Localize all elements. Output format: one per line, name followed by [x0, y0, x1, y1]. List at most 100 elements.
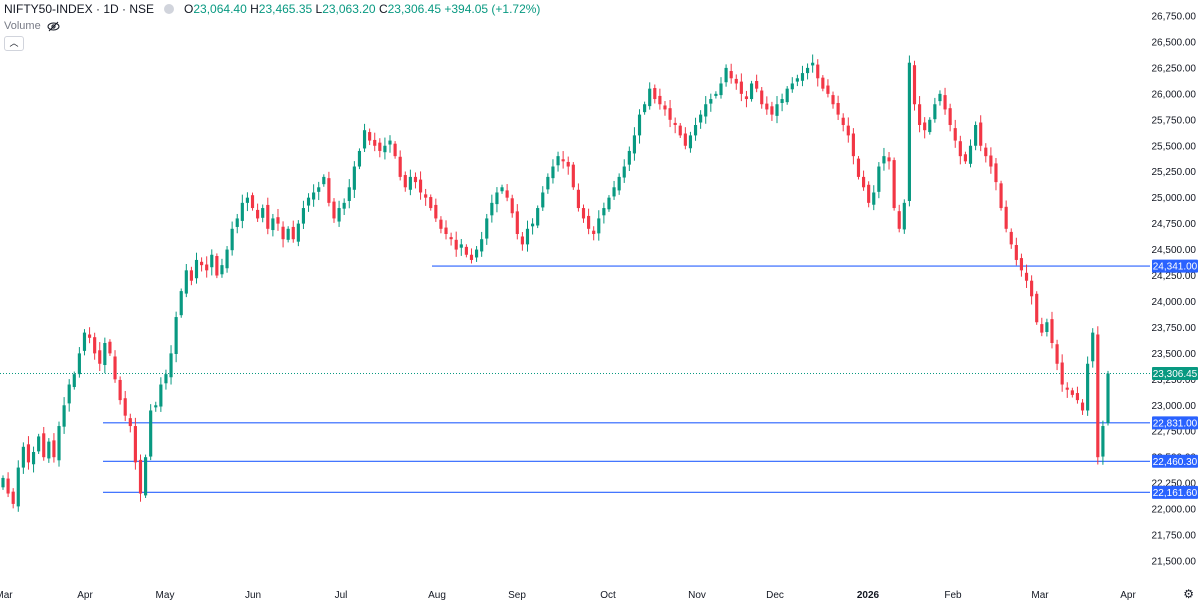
x-tick-label: Apr	[77, 590, 93, 601]
y-tick-label: 26,250.00	[1152, 63, 1197, 74]
candle-body	[541, 192, 545, 208]
y-tick-label: 26,000.00	[1152, 89, 1197, 100]
candle-body	[261, 208, 265, 218]
x-tick-label: Jun	[245, 590, 261, 601]
candle-body	[979, 122, 983, 146]
candle-body	[663, 105, 667, 110]
candle-body	[21, 446, 25, 468]
candle-body	[821, 77, 825, 89]
candle-body	[266, 204, 270, 229]
chart-header: NIFTY50-INDEX · 1D · NSE O23,064.40 H23,…	[4, 2, 540, 16]
candle-body	[301, 208, 306, 224]
candle-body	[536, 208, 540, 226]
candle-body	[205, 264, 209, 271]
candle-body	[622, 166, 626, 178]
candle-body	[459, 244, 463, 248]
candle-body	[856, 158, 861, 177]
candle-body	[164, 374, 168, 384]
level-price-label: 22,161.60	[1153, 488, 1198, 499]
low-label: L	[315, 2, 323, 16]
y-tick-label: 25,500.00	[1152, 141, 1197, 152]
candle-body	[1050, 319, 1054, 343]
low-value: 23,063.20	[322, 2, 376, 16]
candle-body	[785, 88, 789, 103]
candle-body	[67, 384, 71, 404]
symbol-title[interactable]: NIFTY50-INDEX · 1D · NSE	[4, 2, 155, 16]
candle-body	[184, 270, 188, 294]
x-tick-label: Dec	[766, 590, 784, 601]
y-tick-label: 23,750.00	[1152, 323, 1197, 334]
candle-body	[984, 147, 988, 157]
candle-body	[133, 426, 137, 463]
eye-off-icon[interactable]	[47, 21, 60, 32]
candle-body	[714, 93, 718, 96]
candle-body	[378, 142, 382, 151]
candle-body	[1080, 402, 1085, 411]
candle-body	[1075, 393, 1080, 401]
candle-body	[1030, 280, 1034, 297]
candle-body	[154, 405, 158, 408]
candle-body	[811, 62, 815, 66]
level-price-label: 24,341.00	[1153, 262, 1198, 273]
candle-body	[617, 176, 621, 191]
level-price-tag	[1152, 416, 1198, 430]
candle-body	[790, 83, 794, 90]
candle-body	[87, 334, 92, 338]
collapse-legend-button[interactable]: ︿	[4, 36, 24, 51]
candle-body	[1, 477, 5, 488]
y-tick-label: 23,000.00	[1152, 401, 1197, 412]
candle-body	[138, 459, 143, 494]
candle-body	[912, 65, 917, 105]
candle-body	[861, 176, 866, 188]
candle-body	[693, 125, 698, 136]
candle-body	[424, 194, 428, 198]
candle-body	[658, 95, 662, 105]
candle-body	[454, 239, 458, 250]
candle-body	[897, 211, 901, 229]
candle-body	[592, 230, 596, 234]
gear-icon[interactable]: ⚙	[1183, 587, 1194, 601]
y-tick-label: 25,000.00	[1152, 193, 1197, 204]
candle-body	[474, 249, 479, 258]
candle-body	[93, 337, 97, 354]
candle-body	[546, 176, 550, 190]
y-tick-label: 25,250.00	[1152, 167, 1197, 178]
candle-body	[1060, 362, 1064, 385]
candle-body	[194, 259, 199, 279]
y-tick-label: 25,750.00	[1152, 115, 1197, 126]
y-tick-label: 26,500.00	[1152, 37, 1197, 48]
candle-body	[780, 99, 784, 103]
candle-body	[429, 197, 433, 209]
candle-body	[775, 104, 779, 116]
candle-body	[149, 410, 153, 457]
candle-body	[968, 145, 973, 164]
candle-body	[393, 143, 397, 157]
candle-body	[719, 83, 723, 96]
candle-body	[999, 183, 1003, 209]
candle-body	[398, 156, 402, 177]
candle-body	[118, 379, 122, 401]
candle-body	[734, 78, 738, 84]
level-price-label: 22,460.30	[1153, 457, 1198, 468]
candle-body	[362, 130, 367, 149]
candle-body	[1070, 390, 1074, 395]
candle-body	[765, 103, 769, 110]
current-price-tag	[1152, 366, 1198, 380]
candle-body	[286, 228, 290, 240]
open-value: 23,064.40	[193, 2, 247, 16]
candle-body	[57, 426, 61, 461]
volume-legend: Volume	[4, 20, 60, 32]
candle-body	[225, 249, 229, 269]
x-tick-label: Feb	[944, 590, 962, 601]
y-tick-label: 23,500.00	[1152, 349, 1197, 360]
y-tick-label: 23,250.00	[1152, 375, 1197, 386]
candle-body	[368, 132, 372, 141]
candle-body	[347, 187, 351, 201]
candle-body	[648, 88, 652, 107]
candle-body	[653, 88, 657, 100]
candle-body	[245, 197, 250, 203]
y-tick-label: 22,000.00	[1152, 505, 1197, 516]
candle-body	[566, 161, 570, 167]
x-tick-label: Oct	[600, 590, 616, 601]
